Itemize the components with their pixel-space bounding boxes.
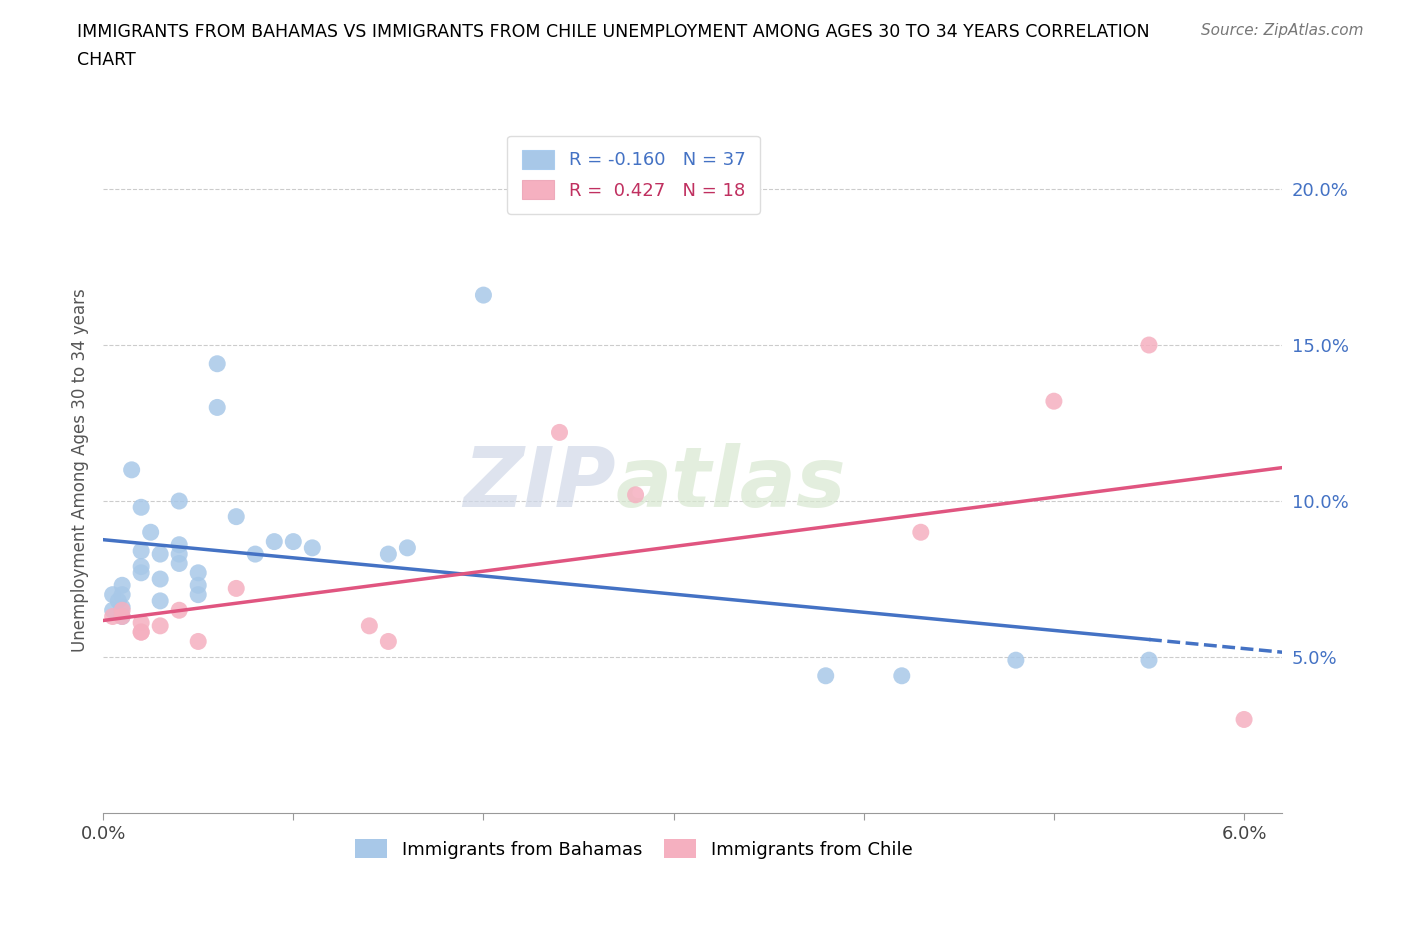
Point	[167, 494, 190, 509]
Point	[225, 581, 247, 596]
Point	[149, 547, 172, 562]
Point	[111, 578, 134, 592]
Point	[111, 609, 134, 624]
Point	[377, 547, 399, 562]
Point	[548, 425, 571, 440]
Point	[890, 669, 912, 684]
Point	[167, 547, 190, 562]
Point	[624, 487, 647, 502]
Text: Source: ZipAtlas.com: Source: ZipAtlas.com	[1201, 23, 1364, 38]
Point	[263, 534, 285, 549]
Point	[396, 540, 419, 555]
Point	[101, 587, 124, 602]
Point	[1043, 393, 1066, 408]
Point	[1005, 653, 1028, 668]
Point	[121, 462, 143, 477]
Text: CHART: CHART	[77, 51, 136, 69]
Point	[111, 609, 134, 624]
Y-axis label: Unemployment Among Ages 30 to 34 years: Unemployment Among Ages 30 to 34 years	[72, 288, 89, 652]
Point	[472, 287, 495, 302]
Legend: Immigrants from Bahamas, Immigrants from Chile: Immigrants from Bahamas, Immigrants from…	[347, 832, 920, 866]
Point	[111, 587, 134, 602]
Point	[129, 543, 152, 558]
Point	[167, 603, 190, 618]
Point	[129, 499, 152, 514]
Text: ZIP: ZIP	[464, 443, 616, 525]
Text: atlas: atlas	[616, 443, 846, 525]
Point	[149, 572, 172, 587]
Point	[187, 578, 209, 592]
Text: IMMIGRANTS FROM BAHAMAS VS IMMIGRANTS FROM CHILE UNEMPLOYMENT AMONG AGES 30 TO 3: IMMIGRANTS FROM BAHAMAS VS IMMIGRANTS FR…	[77, 23, 1150, 41]
Point	[167, 556, 190, 571]
Point	[910, 525, 932, 539]
Point	[359, 618, 381, 633]
Point	[1137, 338, 1160, 352]
Point	[129, 625, 152, 640]
Point	[129, 565, 152, 580]
Point	[129, 625, 152, 640]
Point	[129, 559, 152, 574]
Point	[111, 600, 134, 615]
Point	[111, 603, 134, 618]
Point	[187, 587, 209, 602]
Point	[1233, 712, 1256, 727]
Point	[149, 618, 172, 633]
Point	[245, 547, 267, 562]
Point	[187, 565, 209, 580]
Point	[139, 525, 162, 539]
Point	[129, 616, 152, 631]
Point	[225, 510, 247, 525]
Point	[301, 540, 323, 555]
Point	[167, 538, 190, 552]
Point	[107, 593, 129, 608]
Point	[205, 356, 228, 371]
Point	[101, 603, 124, 618]
Point	[814, 669, 837, 684]
Point	[1137, 653, 1160, 668]
Point	[101, 609, 124, 624]
Point	[377, 634, 399, 649]
Point	[283, 534, 305, 549]
Point	[187, 634, 209, 649]
Point	[205, 400, 228, 415]
Point	[149, 593, 172, 608]
